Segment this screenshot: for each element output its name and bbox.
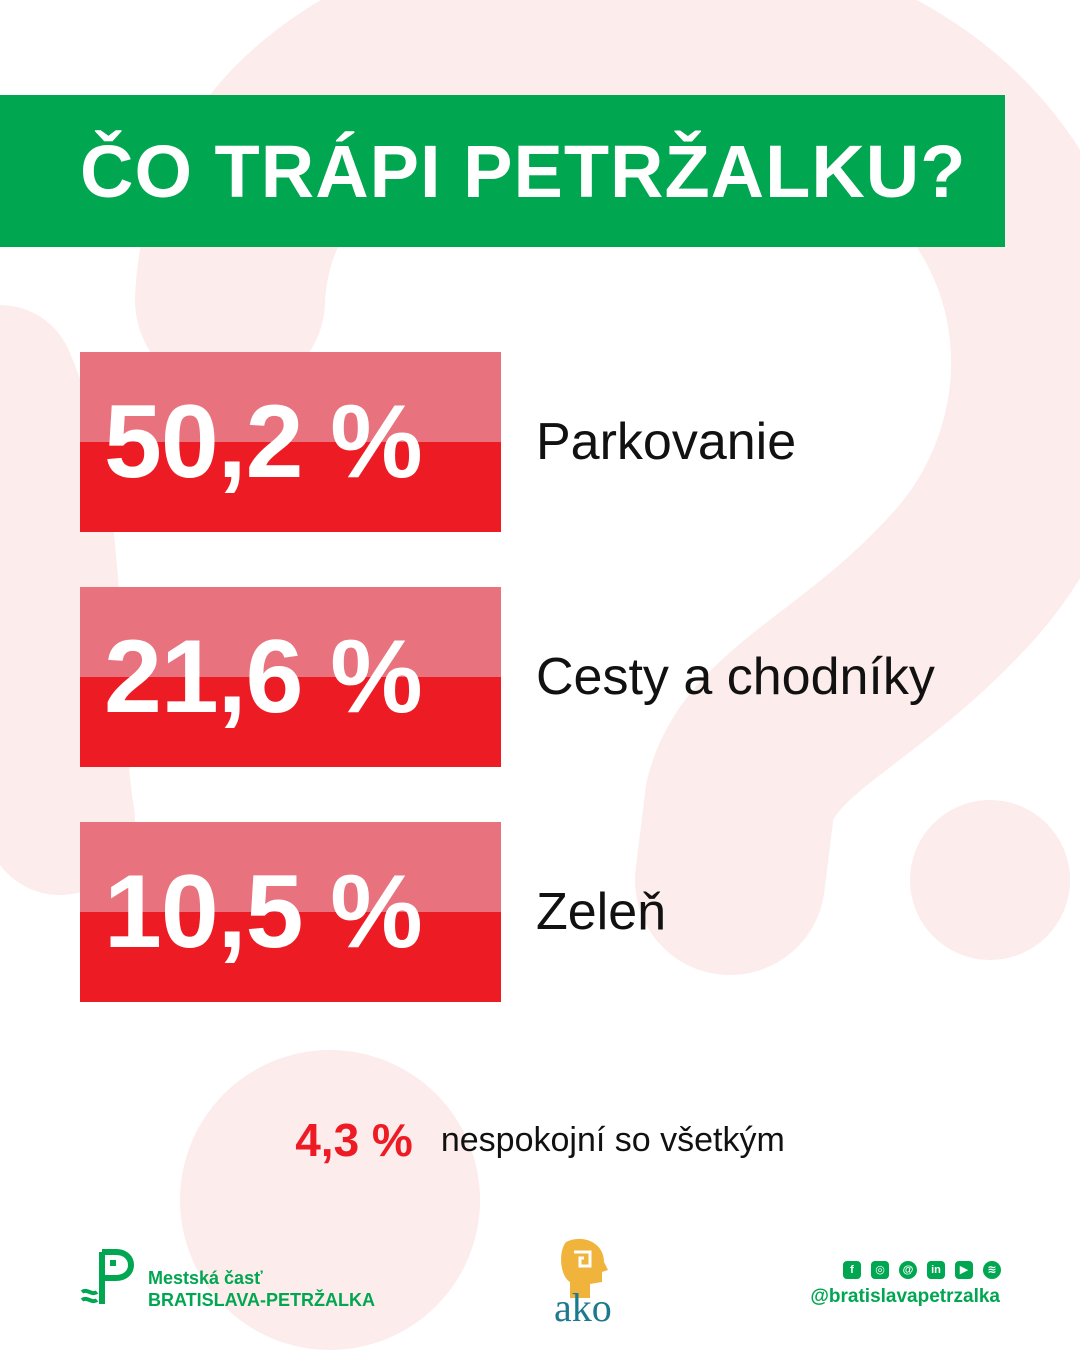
stat-box: 50,2 % (80, 352, 501, 532)
stat-value: 21,6 % (104, 619, 423, 735)
municipality-name-line2: BRATISLAVA-PETRŽALKA (148, 1290, 375, 1310)
social-icons: f ◎ @ in ▶ ≋ (843, 1261, 1001, 1281)
summary-line: 4,3 % nespokojní so všetkým (0, 1110, 1080, 1170)
ako-logo: ako (548, 1236, 638, 1330)
facebook-icon[interactable]: f (843, 1261, 861, 1279)
petrzalka-logo-icon (80, 1249, 134, 1304)
summary-value: 4,3 % (295, 1114, 413, 1166)
stat-value: 10,5 % (104, 854, 423, 970)
stat-row-roads: 21,6 % Cesty a chodníky (80, 587, 1020, 767)
municipality-name-line1: Mestská časť (148, 1268, 263, 1288)
title-banner: ČO TRÁPI PETRŽALKU? (0, 95, 1005, 247)
stat-label: Zeleň (536, 883, 667, 941)
social-handle: @bratislavapetrzalka (810, 1286, 1000, 1307)
ako-logo-text: ako (554, 1285, 612, 1330)
stat-box: 10,5 % (80, 822, 501, 1002)
threads-icon[interactable]: @ (899, 1261, 917, 1279)
stat-value: 50,2 % (104, 384, 423, 500)
stat-label: Cesty a chodníky (536, 648, 935, 706)
stat-label: Parkovanie (536, 413, 797, 471)
stat-box: 21,6 % (80, 587, 501, 767)
spotify-icon[interactable]: ≋ (983, 1261, 1001, 1279)
municipality-logo: Mestská časť BRATISLAVA-PETRŽALKA (80, 1248, 400, 1312)
stat-row-greenery: 10,5 % Zeleň (80, 822, 1020, 1002)
youtube-icon[interactable]: ▶ (955, 1261, 973, 1279)
ako-head-icon (561, 1238, 608, 1298)
summary-text: nespokojní so všetkým (440, 1120, 785, 1159)
stat-row-parking: 50,2 % Parkovanie (80, 352, 1020, 532)
linkedin-icon[interactable]: in (927, 1261, 945, 1279)
page-title: ČO TRÁPI PETRŽALKU? (80, 129, 967, 213)
instagram-icon[interactable]: ◎ (871, 1261, 889, 1279)
